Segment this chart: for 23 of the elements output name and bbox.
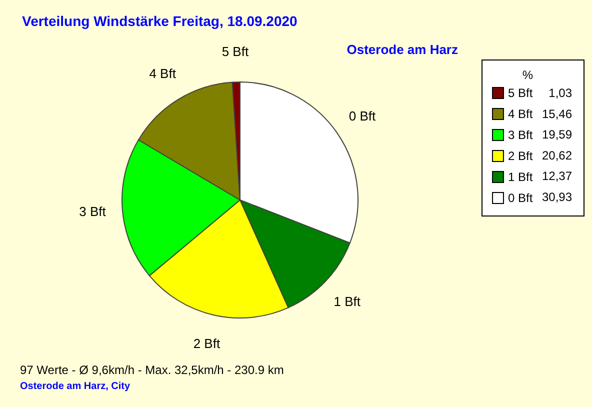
legend-label: 2 Bft: [508, 149, 534, 163]
chart-subtitle: Osterode am Harz: [346, 42, 458, 57]
data-label: 15,46: [542, 106, 572, 121]
text: Osterode am Harz, City: [20, 381, 130, 392]
slice-label: 3 Bft: [79, 204, 106, 219]
slice-label: 4 Bft: [149, 66, 176, 81]
slice-label: 0 Bft: [348, 108, 376, 124]
data-label: 30,93: [542, 190, 572, 204]
legend-title: %: [522, 68, 534, 82]
legend-label: 4 Bft: [508, 107, 534, 121]
slice-label: 5 Bft: [222, 44, 249, 60]
legend-label: 0 Bft: [508, 191, 534, 205]
slice-label: 1 Bft: [334, 294, 361, 310]
slice-label: 2 Bft: [193, 336, 220, 352]
legend-label: 3 Bft: [508, 128, 534, 142]
text: 97 Werte - Ø 9,6km/h - Max. 32,5km/h - 230.9 km: [20, 363, 284, 377]
data-label: 20,62: [542, 148, 572, 162]
chart-title: Verteilung Windstärke Freitag, 18.09.2020: [22, 13, 298, 29]
data-label: 12,37: [542, 169, 572, 184]
legend-label: 1 Bft: [508, 170, 534, 184]
legend-label: 5 Bft: [508, 86, 534, 100]
data-label: 1,03: [548, 86, 572, 100]
data-label: 19,59: [542, 128, 572, 142]
